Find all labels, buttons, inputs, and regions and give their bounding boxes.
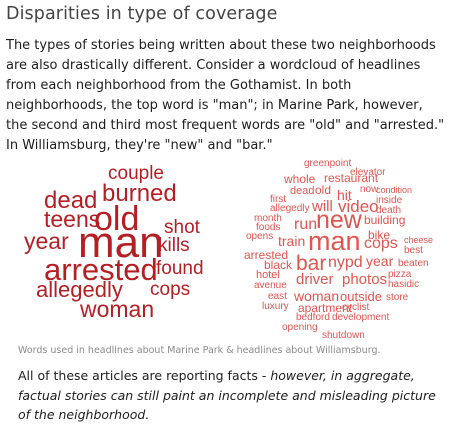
wordcloud-word: cheese [404,235,434,245]
wordcloud-word: opening [282,322,318,333]
wordcloud-word: opens [246,231,274,242]
wordcloud-word: avenue [254,280,287,291]
wordcloud-word: bike [368,228,391,242]
wordcloud-word: dead [290,185,315,197]
wordcloud-word: dead [44,187,98,214]
wordcloud-word: allegedly [36,277,123,302]
wordcloud-word: old [94,200,140,238]
wordcloud-word: new [316,206,362,234]
wordcloud-word: nypd [328,254,363,271]
wordcloud-word: photos [342,271,388,288]
wordcloud-word: bar [296,252,327,275]
wordcloud-word: will [312,198,333,215]
figure-caption: Words used in headlines about Marine Par… [18,345,381,356]
wordcloud-word: shot [164,217,200,238]
wordcloud-word: teens [44,206,101,232]
wordcloud-word: cops [150,279,191,300]
wordcloud-word: elevator [350,167,386,178]
wordcloud-word: outside [340,289,382,304]
wordcloud-word: beaten [398,258,429,269]
wordcloud-word: cyclist [342,302,370,313]
wordcloud-word: bedford [296,312,330,323]
wordcloud-word: year [24,228,69,254]
wordcloud-word: allegedly [270,203,310,214]
conclusion-end: . [145,407,150,422]
wordcloud-word: store [386,292,409,303]
wordcloud-word: hotel [256,269,280,281]
wordcloud-word: whole [284,172,316,186]
wordcloud-word: apartment [298,301,353,315]
wordcloud-word: year [366,253,394,269]
wordcloud-word: now [360,184,379,195]
wordcloud-word: first [270,194,287,205]
conclusion-paragraph: All of these articles are reporting fact… [18,366,446,425]
section-heading: Disparities in type of coverage [6,4,278,24]
wordcloud-word: foods [256,222,281,233]
wordcloud-word: arrested [44,252,158,287]
wordcloud-word: east [268,291,287,302]
wordcloud-word: found [156,258,204,279]
wordcloud-word: man [308,226,361,256]
wordcloud-word: best [404,245,423,256]
wordcloud-word: shutdown [322,330,365,341]
intro-paragraph: The types of stories being written about… [6,38,445,153]
wordcloud-word: driver [296,271,334,288]
wordcloud-word: restaurant [324,171,379,185]
wordcloud-word: hit [337,187,352,203]
wordcloud-word: train [278,233,306,249]
wordcloud-word: video [338,197,379,216]
wordcloud-word: run [294,216,318,233]
wordcloud-word: woman [80,296,155,322]
wordcloud-marine-park: couple burned dead old teens shot year m… [0,158,220,322]
wordcloud-word: old [315,183,332,197]
wordcloud-word: condition [376,185,413,195]
wordcloud-word: couple [108,163,164,184]
wordcloud-word: woman [294,288,340,304]
wordcloud-word: man [78,218,164,267]
wordcloud-word: black [264,258,293,272]
wordcloud-word: month [254,213,282,224]
wordcloud-word: cops [364,235,398,252]
conclusion-lead: All of these articles are reporting fact… [18,368,271,383]
wordcloud-word: pizza [388,269,412,280]
wordcloud-word: death [376,205,402,216]
wordcloud-word: hasidic [388,279,420,290]
wordcloud-word: burned [102,180,177,207]
wordcloud-williamsburg: greenpoint elevator whole restaurant dea… [218,155,450,341]
wordcloud-word: building [364,213,406,227]
wordcloud-word: development [332,312,390,323]
wordcloud-word: inside [376,195,403,206]
wordcloud-word: greenpoint [304,158,352,169]
conclusion-emphasis: however, in aggregate, factual stories c… [18,368,436,422]
wordcloud-word: arrested [244,248,289,262]
wordcloud-word: kills [158,235,190,256]
wordcloud-word: luxury [262,301,289,312]
